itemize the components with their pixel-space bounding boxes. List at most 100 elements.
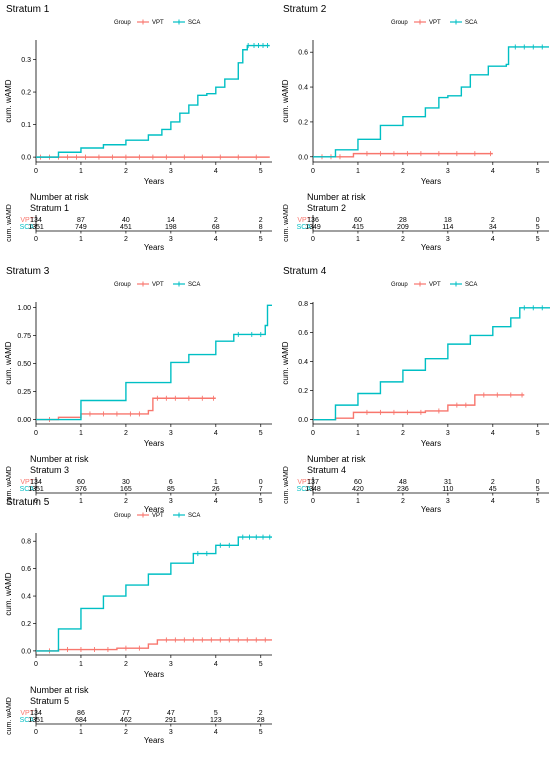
risk-value: 236 — [397, 486, 409, 493]
x-tick-label: 0 — [311, 430, 315, 437]
x-tick-label: 0 — [34, 430, 38, 437]
risk-stratum-label: Stratum 4 — [307, 465, 346, 475]
x-tick-label: 2 — [401, 430, 405, 437]
risk-group-label: SCA — [297, 224, 312, 231]
risk-value: 2 — [214, 217, 218, 224]
risk-value: 451 — [120, 224, 132, 231]
y-tick-label: 0.50 — [17, 361, 31, 368]
x-tick-label: 0 — [34, 168, 38, 175]
risk-value: 68 — [212, 224, 220, 231]
series-line-vpt — [36, 639, 272, 652]
y-tick-label: 0.00 — [17, 417, 31, 424]
x-tick-label: 1 — [79, 430, 83, 437]
y-tick-label: 0.0 — [298, 417, 308, 424]
risk-value: 60 — [354, 479, 362, 486]
legend: Group VPT SCA — [114, 281, 200, 288]
y-axis-label: cum. wAMD — [281, 79, 290, 122]
legend-title: Group — [114, 20, 131, 26]
y-tick-label: 1.00 — [17, 305, 31, 312]
legend: Group VPT SCA — [114, 19, 200, 26]
series-line-vpt — [36, 397, 216, 421]
y-tick-label: 0.2 — [21, 621, 31, 628]
risk-y-axis-label: cum. wAMD — [6, 466, 13, 504]
risk-x-tick-label: 2 — [124, 729, 128, 736]
y-tick-label: 0.0 — [21, 155, 31, 162]
risk-value: 291 — [165, 717, 177, 724]
risk-title: Number at risk — [30, 192, 89, 202]
risk-value: 165 — [120, 486, 132, 493]
y-tick-label: 0.1 — [21, 122, 31, 129]
risk-value: 209 — [397, 224, 409, 231]
risk-x-tick-label: 4 — [214, 498, 218, 505]
x-tick-label: 0 — [34, 661, 38, 668]
risk-value: 7 — [259, 486, 263, 493]
y-tick-label: 0.3 — [21, 57, 31, 64]
y-tick-label: 0.75 — [17, 333, 31, 340]
risk-value: 77 — [122, 710, 130, 717]
x-tick-label: 2 — [124, 661, 128, 668]
risk-x-axis-label: Years — [421, 243, 441, 252]
risk-value: 28 — [257, 717, 265, 724]
risk-group-label: SCA — [20, 717, 35, 724]
legend-label: VPT — [152, 20, 164, 26]
risk-value: 34 — [489, 224, 497, 231]
y-tick-label: 0.6 — [298, 50, 308, 57]
risk-value: 376 — [75, 486, 87, 493]
risk-value: 8 — [259, 224, 263, 231]
risk-value: 2 — [259, 217, 263, 224]
legend-label: SCA — [188, 513, 200, 519]
risk-title: Number at risk — [30, 685, 89, 695]
risk-title: Number at risk — [30, 454, 89, 464]
legend-label: VPT — [429, 282, 441, 288]
x-tick-label: 2 — [124, 168, 128, 175]
x-tick-label: 3 — [169, 168, 173, 175]
x-tick-label: 5 — [536, 430, 540, 437]
risk-x-tick-label: 4 — [214, 729, 218, 736]
x-tick-label: 4 — [214, 661, 218, 668]
risk-group-label: VPT — [20, 710, 34, 717]
risk-stratum-label: Stratum 5 — [30, 696, 69, 706]
risk-x-tick-label: 3 — [169, 236, 173, 243]
x-tick-label: 3 — [169, 661, 173, 668]
risk-value: 40 — [122, 217, 130, 224]
y-axis-label: cum. wAMD — [4, 572, 13, 615]
risk-x-tick-label: 4 — [491, 236, 495, 243]
risk-group-label: VPT — [20, 479, 34, 486]
x-tick-label: 5 — [259, 661, 263, 668]
risk-stratum-label: Stratum 1 — [30, 203, 69, 213]
risk-x-tick-label: 1 — [79, 236, 83, 243]
risk-value: 47 — [167, 710, 175, 717]
risk-x-tick-label: 3 — [446, 236, 450, 243]
risk-y-axis-label: cum. wAMD — [283, 204, 290, 242]
risk-value: 415 — [352, 224, 364, 231]
x-tick-label: 3 — [169, 430, 173, 437]
risk-value: 1 — [214, 479, 218, 486]
risk-value: 31 — [444, 479, 452, 486]
risk-value: 60 — [354, 217, 362, 224]
risk-x-tick-label: 1 — [356, 498, 360, 505]
y-axis-label: cum. wAMD — [281, 341, 290, 384]
x-tick-label: 5 — [536, 168, 540, 175]
risk-title: Number at risk — [307, 192, 366, 202]
y-axis-label: cum. wAMD — [4, 79, 13, 122]
x-tick-label: 1 — [356, 430, 360, 437]
chart-title: Stratum 2 — [283, 4, 327, 15]
risk-x-tick-label: 5 — [259, 498, 263, 505]
risk-y-axis-label: cum. wAMD — [6, 697, 13, 735]
x-tick-label: 0 — [311, 168, 315, 175]
x-axis-label: Years — [144, 439, 164, 448]
series-line-sca — [36, 44, 270, 158]
x-tick-label: 4 — [214, 430, 218, 437]
risk-x-tick-label: 0 — [311, 498, 315, 505]
series-line-sca — [313, 46, 549, 158]
x-tick-label: 1 — [356, 168, 360, 175]
risk-y-axis-label: cum. wAMD — [283, 466, 290, 504]
risk-value: 60 — [77, 479, 85, 486]
risk-value: 0 — [536, 479, 540, 486]
y-tick-label: 0.8 — [21, 539, 31, 546]
y-tick-label: 0.25 — [17, 389, 31, 396]
risk-value: 6 — [169, 479, 173, 486]
legend-label: SCA — [188, 282, 200, 288]
